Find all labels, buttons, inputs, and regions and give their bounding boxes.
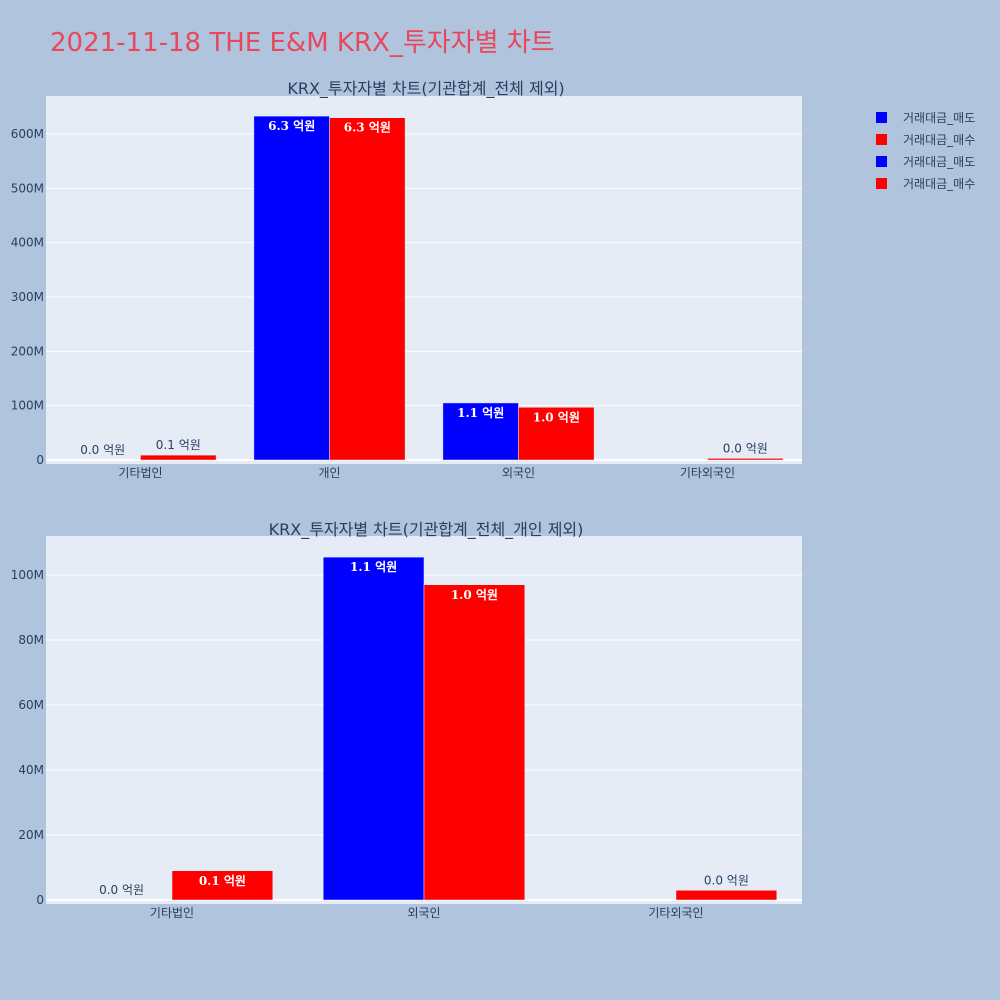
bar	[171, 870, 274, 901]
data-label: 1.0 억원	[533, 410, 580, 424]
bar	[707, 458, 784, 461]
x-tick-label: 기타법인	[118, 466, 162, 480]
legend-label: 거래대금_매수	[903, 132, 976, 147]
data-label: 1.1 억원	[457, 406, 504, 420]
legend: 거래대금_매도 거래대금_매수 거래대금_매도 거래대금_매수	[876, 106, 975, 194]
data-label: 0.1 억원	[199, 874, 246, 888]
y-tick-label: 500M	[11, 181, 44, 195]
data-label: 6.3 억원	[268, 119, 315, 133]
legend-swatch	[876, 155, 887, 167]
legend-item[interactable]: 거래대금_매수	[876, 128, 975, 150]
data-label: 0.0 억원	[723, 441, 768, 455]
y-tick-label: 0	[36, 453, 44, 467]
bar	[253, 115, 330, 461]
y-tick-label: 600M	[11, 127, 44, 141]
chart-title: KRX_투자자별 차트(기관합계_전체 제외)	[287, 79, 564, 99]
legend-label: 거래대금_매도	[903, 154, 976, 169]
x-tick-label: 기타외국인	[680, 466, 735, 480]
legend-label: 거래대금_매수	[903, 176, 976, 191]
data-label: 0.0 억원	[99, 883, 144, 897]
x-tick-label: 외국인	[407, 906, 440, 920]
page-title: 2021-11-18 THE E&M KRX_투자자별 차트	[50, 28, 555, 58]
x-tick-label: 기타법인	[150, 906, 194, 920]
data-label: 1.0 억원	[451, 588, 498, 602]
y-tick-label: 200M	[11, 344, 44, 358]
bar	[442, 402, 519, 461]
legend-label: 거래대금_매도	[903, 110, 976, 125]
y-tick-label: 0	[36, 893, 44, 907]
legend-swatch	[876, 133, 887, 145]
data-label: 0.0 억원	[704, 873, 749, 887]
x-tick-label: 외국인	[502, 466, 535, 480]
y-tick-label: 40M	[18, 763, 44, 777]
legend-item[interactable]: 거래대금_매도	[876, 150, 975, 172]
legend-item[interactable]: 거래대금_매수	[876, 172, 975, 194]
bar	[140, 454, 217, 461]
data-label: 0.1 억원	[156, 438, 201, 452]
y-tick-label: 80M	[18, 633, 44, 647]
y-tick-label: 100M	[11, 568, 44, 582]
x-tick-label: 개인	[318, 466, 340, 480]
data-label: 0.0 억원	[80, 443, 125, 457]
data-label: 1.1 억원	[350, 560, 397, 574]
data-label: 6.3 억원	[344, 121, 391, 135]
x-tick-label: 기타외국인	[648, 906, 703, 920]
y-tick-label: 400M	[11, 236, 44, 250]
y-tick-label: 20M	[18, 828, 44, 842]
bar	[322, 556, 425, 901]
plot-area	[46, 96, 802, 464]
bar	[423, 584, 526, 901]
chart-title: KRX_투자자별 차트(기관합계_전체_개인 제외)	[269, 520, 584, 540]
y-tick-label: 100M	[11, 399, 44, 413]
legend-swatch	[876, 111, 887, 123]
bar	[675, 890, 778, 901]
legend-item[interactable]: 거래대금_매도	[876, 106, 975, 128]
y-tick-label: 300M	[11, 290, 44, 304]
legend-swatch	[876, 177, 887, 189]
bar	[329, 117, 406, 461]
bar	[518, 407, 595, 461]
y-tick-label: 60M	[18, 698, 44, 712]
